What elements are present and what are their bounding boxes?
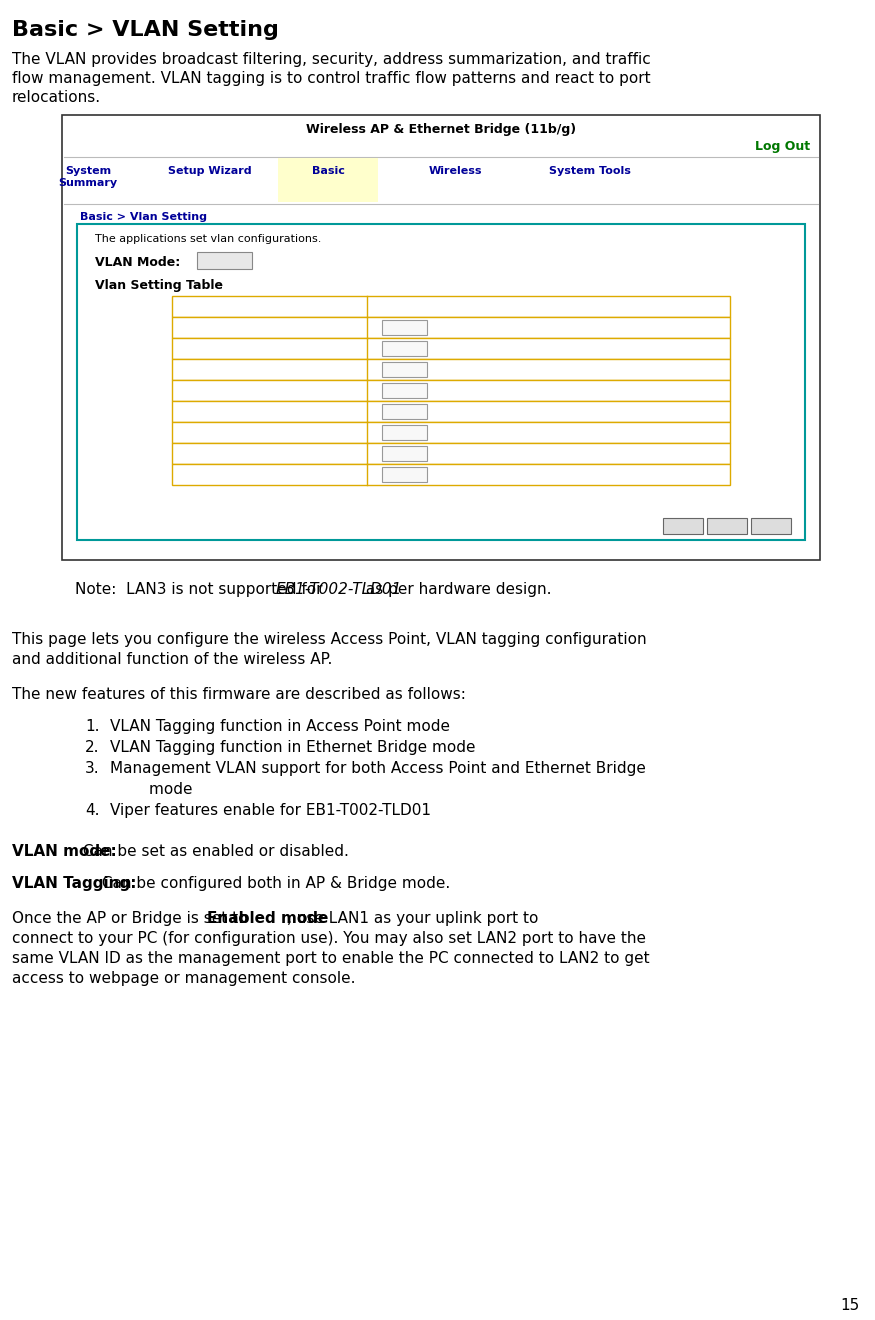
Text: and additional function of the wireless AP.: and additional function of the wireless …	[12, 652, 332, 667]
Text: Can be configured both in AP & Bridge mode.: Can be configured both in AP & Bridge mo…	[97, 876, 451, 891]
Text: VLAN Tagging function in Access Point mode: VLAN Tagging function in Access Point mo…	[110, 719, 450, 734]
Bar	[172, 422, 730, 444]
Text: Vap1: Vap1	[255, 342, 284, 355]
Text: The VLAN provides broadcast filtering, security, address summarization, and traf: The VLAN provides broadcast filtering, s…	[12, 51, 651, 67]
Bar	[197, 252, 252, 269]
Text: Save: Save	[714, 520, 739, 531]
Bar	[172, 317, 730, 338]
Text: Management VLAN support for both Access Point and Ethernet Bridge: Management VLAN support for both Access …	[110, 762, 646, 776]
Text: Basic > VLAN Setting: Basic > VLAN Setting	[12, 20, 279, 40]
Text: 15: 15	[841, 1298, 860, 1313]
Text: Can be set as enabled or disabled.: Can be set as enabled or disabled.	[78, 843, 348, 859]
Text: Help: Help	[671, 520, 695, 531]
Text: 7: 7	[386, 447, 393, 458]
Text: Basic > Vlan Setting: Basic > Vlan Setting	[80, 213, 207, 222]
Text: 2.: 2.	[85, 741, 100, 755]
Text: Wireless: Wireless	[428, 166, 482, 176]
Text: Setup Wizard: Setup Wizard	[168, 166, 252, 176]
Text: Wireless AP & Ethernet Bridge (11b/g): Wireless AP & Ethernet Bridge (11b/g)	[306, 123, 576, 136]
Bar	[172, 359, 730, 380]
Text: 4.: 4.	[85, 803, 100, 818]
Text: This page lets you configure the wireless Access Point, VLAN tagging configurati: This page lets you configure the wireles…	[12, 632, 647, 647]
Text: 3.: 3.	[85, 762, 100, 776]
Text: LAN1: LAN1	[252, 405, 287, 418]
Text: System
Summary: System Summary	[59, 166, 117, 187]
Bar	[172, 401, 730, 422]
Text: VLAN Tagging:: VLAN Tagging:	[12, 876, 136, 891]
Bar	[278, 158, 378, 202]
Text: access to webpage or management console.: access to webpage or management console.	[12, 972, 355, 986]
Text: Once the AP or Bridge is set to: Once the AP or Bridge is set to	[12, 911, 252, 927]
Text: The applications set vlan configurations.: The applications set vlan configurations…	[95, 234, 321, 244]
Bar	[382, 425, 427, 440]
Text: 6: 6	[386, 426, 393, 437]
Text: 4: 4	[386, 385, 393, 395]
Text: Vlan Setting Table: Vlan Setting Table	[95, 279, 223, 292]
Text: VLAN mode:: VLAN mode:	[12, 843, 116, 859]
Bar	[382, 341, 427, 356]
Text: 1.: 1.	[85, 719, 100, 734]
Text: Disable ▾: Disable ▾	[201, 255, 248, 265]
Text: EB1-T002-TLD01: EB1-T002-TLD01	[276, 582, 402, 597]
Text: Vap0: Vap0	[255, 321, 284, 334]
Bar	[172, 338, 730, 359]
Text: 2: 2	[386, 343, 393, 352]
Text: The new features of this firmware are described as follows:: The new features of this firmware are de…	[12, 686, 466, 702]
Text: connect to your PC (for configuration use). You may also set LAN2 port to have t: connect to your PC (for configuration us…	[12, 931, 646, 946]
Text: VLAN Tagging function in Ethernet Bridge mode: VLAN Tagging function in Ethernet Bridge…	[110, 741, 475, 755]
Bar	[172, 380, 730, 401]
Text: as per hardware design.: as per hardware design.	[360, 582, 551, 597]
Text: Vap2: Vap2	[255, 363, 284, 376]
Text: Management: Management	[226, 469, 313, 480]
Text: 0: 0	[386, 469, 393, 479]
Text: Vap3: Vap3	[255, 384, 284, 397]
Bar	[382, 362, 427, 378]
Text: 3: 3	[386, 364, 393, 374]
Text: LAN2: LAN2	[252, 426, 287, 440]
Text: LAN3: LAN3	[252, 447, 287, 459]
Text: 1: 1	[386, 322, 393, 333]
Text: Note:  LAN3 is not supported for: Note: LAN3 is not supported for	[75, 582, 327, 597]
Bar	[382, 467, 427, 482]
Bar	[62, 115, 820, 560]
Text: mode: mode	[110, 781, 192, 797]
Bar	[382, 383, 427, 399]
Bar	[77, 224, 805, 540]
Text: Reset: Reset	[757, 520, 786, 531]
Text: Vlan ID: Vlan ID	[525, 300, 572, 313]
Text: Log Out: Log Out	[755, 140, 810, 153]
Text: System Tools: System Tools	[550, 166, 631, 176]
Text: VLAN Mode:: VLAN Mode:	[95, 256, 180, 269]
Text: , use LAN1 as your uplink port to: , use LAN1 as your uplink port to	[287, 911, 538, 927]
Bar	[707, 517, 747, 535]
Bar	[382, 404, 427, 418]
Text: Port: Port	[255, 300, 284, 313]
Text: relocations.: relocations.	[12, 90, 102, 106]
Bar	[663, 517, 703, 535]
Text: same VLAN ID as the management port to enable the PC connected to LAN2 to get: same VLAN ID as the management port to e…	[12, 950, 649, 966]
Text: flow management. VLAN tagging is to control traffic flow patterns and react to p: flow management. VLAN tagging is to cont…	[12, 71, 651, 86]
Text: Viper features enable for EB1-T002-TLD01: Viper features enable for EB1-T002-TLD01	[110, 803, 431, 818]
Bar	[172, 296, 730, 317]
Bar	[382, 446, 427, 461]
Bar	[172, 465, 730, 484]
Bar	[382, 319, 427, 335]
Text: 5: 5	[386, 407, 393, 416]
Bar	[751, 517, 791, 535]
Bar	[172, 444, 730, 465]
Text: Basic: Basic	[312, 166, 345, 176]
Text: Enabled mode: Enabled mode	[206, 911, 328, 927]
